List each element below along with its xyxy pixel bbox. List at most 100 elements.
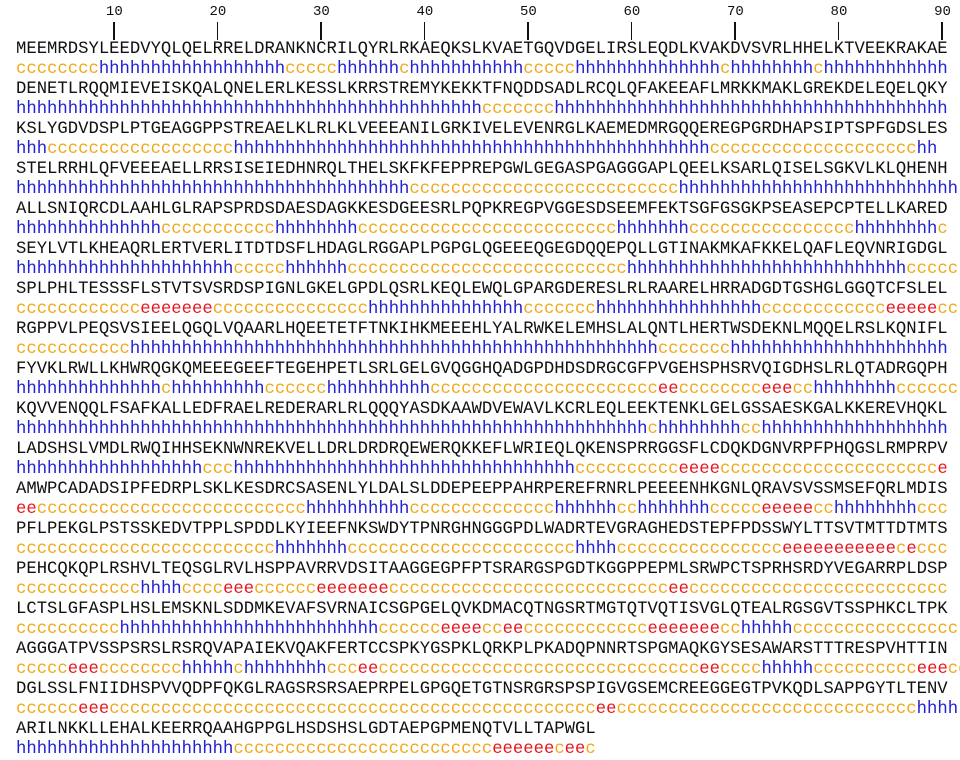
sequence-row: LCTSLGFASPLHSLEMSKNLSDDMKEVAFSVRNAICSGPG… (16, 600, 948, 619)
sequence-row: ARILNKKLLEHALKEERRQAAHGPPGLHSDSHSLGDTAEP… (16, 720, 596, 739)
ss-run-helix: hhhh (916, 700, 959, 719)
ruler-tick-label: 40 (416, 4, 434, 20)
ss-run-helix: hhhhhhhhhhhhhhhh (595, 300, 762, 319)
secondary-structure-row: hhhhhhhhhhhhhhchhhhhhhhhcccccchhhhhhhhhh… (16, 380, 960, 400)
ss-run-helix: hhhhhhhhhhhhhhhhhhhhhhhhhhhhhhhhhhhhhhhh… (233, 140, 710, 159)
sequence-row: LADSHSLVMDLRWQIHHSEKNWNREKVELLDRLDRDRQEW… (16, 440, 948, 459)
ruler-tick-mark (630, 22, 633, 40)
ss-run-coil: ccccc (709, 500, 762, 519)
ss-run-coil: ccccc (233, 260, 286, 279)
ss-run-helix: hhhhhh (554, 500, 617, 519)
ss-run-strand: eeeeeeeeeee (782, 540, 896, 559)
ss-run-coil: cccccccccccccccccccccccccccccccccccccccc… (109, 700, 596, 719)
ss-run-helix: hhhhhhhhhhhhhhhhhhhhh (16, 260, 234, 279)
ss-run-strand: eeeee (761, 500, 814, 519)
ss-run-strand: ee (657, 380, 679, 399)
ss-run-strand: ee (16, 500, 37, 519)
ss-run-helix: hhhhhhhhhhhh (823, 60, 948, 79)
ss-run-helix: hhhhhhhhhhhhhhhhhh (16, 460, 203, 479)
ss-run-coil: c (554, 740, 565, 759)
secondary-structure-row: eecccccccccccccccccccccccccchhhhhhhhhhcc… (16, 500, 960, 520)
ss-run-coil: cccccccc (98, 660, 182, 679)
ss-run-helix: hhh (16, 140, 48, 159)
sequence-row: MEEMRDSYLEEDVYQLQELRRELDRANKNCRILQYRLRKA… (16, 40, 948, 59)
ss-run-helix: hhhhhhhhhhhhhhhhhhhhhhhhhhhhhhhhhhhhhh (554, 100, 948, 119)
ss-run-strand: e (906, 540, 917, 559)
ss-run-strand: eeeeeee (316, 580, 389, 599)
ss-run-helix: hhhhhhh (637, 500, 710, 519)
ss-run-helix: hhhhhhhhhhh (409, 60, 524, 79)
ss-run-strand: eeeee (885, 300, 938, 319)
secondary-structure-row: hhhhhhhhhhhhhhccccccccccchhhhhhhhccccccc… (16, 220, 960, 240)
ss-run-helix: hhhhhhhhhhhhhhh (367, 300, 524, 319)
ss-run-strand: ee (595, 700, 617, 719)
ss-run-helix: hhhhhhhhhhhhhh (16, 220, 161, 239)
ruler-tick-mark (216, 22, 219, 40)
secondary-structure-row: hhhhhhhhhhhhhhhhhhhhhccccchhhhhhcccccccc… (16, 260, 960, 280)
ss-run-coil: ccccccccccccccccccccccccccc (347, 260, 627, 279)
ss-run-helix: hhhhhhhh (854, 220, 938, 239)
ss-run-coil: ccccc (16, 660, 68, 679)
ss-run-helix: hhhhhhhhhhhhhhhhhh (761, 420, 948, 439)
ss-run-coil: ccc (916, 540, 948, 559)
ss-run-coil: ccccccccccccccccccccccccccc (388, 580, 669, 599)
ss-run-helix: hhhhh (740, 620, 793, 639)
ss-run-coil: cccccccccc (575, 460, 679, 479)
ss-run-coil: cccc (720, 660, 762, 679)
ss-run-helix: hhhhhhhhhhhhhhhhhhhhhhhhhhh (678, 180, 959, 199)
ss-run-helix: hhhhhhhhh (171, 380, 265, 399)
ss-run-coil: c (937, 220, 948, 239)
ss-run-coil: c (895, 540, 907, 559)
ss-run-coil: c (399, 60, 410, 79)
ss-run-coil: cccccc (16, 700, 79, 719)
secondary-structure-row: cccccccccccceeeeeeeccccccccccccccchhhhhh… (16, 300, 960, 320)
ss-run-helix: hhhhhhhhhhhhhhhhhhhhhhhhhhhhhhhhhhhhhhhh… (129, 340, 658, 359)
ss-run-strand: eee (78, 700, 110, 719)
ss-run-coil: cccccccc (16, 60, 99, 79)
sequence-row: SPLPHLTESSSFLSTVTSVSRDSPIGNLGKELGPDLQSRL… (16, 280, 948, 299)
ruler-tick-mark (113, 22, 115, 40)
ss-run-strand: ee (502, 620, 524, 639)
ss-run-helix: hhhhhhhh (274, 220, 358, 239)
ss-run-coil: cc (740, 420, 762, 439)
ss-run-coil: cccccc (378, 620, 441, 639)
secondary-structure-row: hhhhhhhhhhhhhhhhhhhhhhhhhhhhhhhhhhhhhhhh… (16, 100, 960, 120)
ss-run-coil: c (813, 60, 824, 79)
secondary-structure-row: cccccccchhhhhhhhhhhhhhhhhhccccchhhhhhchh… (16, 60, 960, 80)
sequence-row: SEYLVTLKHEAQRLERTVERLITDTDSFLHDAGLRGGAPL… (16, 240, 948, 259)
ss-run-coil: cccccc (896, 380, 959, 399)
secondary-structure-row: ccccccccccccccccccccccccchhhhhhhcccccccc… (16, 540, 960, 560)
ss-run-coil: cccccccccccccccccccccc (347, 540, 576, 559)
ss-run-coil: c (233, 660, 244, 679)
ss-run-strand: eee (67, 660, 99, 679)
sequence-row: STELRRHLQFVEEEAELLRRSISEIEDHNRQLTHELSKFK… (16, 160, 948, 179)
ss-run-coil: cccccccccccc (16, 300, 141, 319)
ss-run-helix: hhhhhhhhhh (305, 500, 410, 519)
secondary-structure-row: cccccceeeccccccccccccccccccccccccccccccc… (16, 700, 960, 720)
ss-run-coil: c (160, 380, 172, 399)
ss-run-coil: cccccccccccccccc (616, 540, 783, 559)
secondary-structure-row: ccccccccccchhhhhhhhhhhhhhhhhhhhhhhhhhhhh… (16, 340, 960, 360)
ss-run-coil: ccc (326, 660, 358, 679)
ss-run-coil: cccccccccccccccccccc (709, 140, 917, 159)
ss-run-coil: cccccccccccccccccc (47, 140, 234, 159)
ss-run-helix: hhhhhhhhhhhhhhhhhhhhhhhhhhhhhhhhhhhhhhhh… (16, 100, 482, 119)
ss-run-coil: ccccc (285, 60, 337, 79)
secondary-structure-row: hhhcccccccccccccccccchhhhhhhhhhhhhhhhhhh… (16, 140, 960, 160)
ss-run-coil: ccccc (906, 260, 959, 279)
ss-run-helix: hhhhhhhhhhhhhhhhhhhhhhhhhhhhhhhhhhhhhh (16, 180, 410, 199)
ss-run-coil: ccccccccccccccc (212, 300, 368, 319)
sequence-row: PFLPEKGLPSTSSKEDVTPPLSPDDLKYIEEFNKSWDYTP… (16, 520, 948, 539)
ss-run-helix: hhhhh (181, 660, 234, 679)
ruler-tick-label: 30 (312, 4, 330, 20)
ss-run-helix: hhhhhhhhhhhhhhhhhhhhhhhhhhhhhhhhhhhhhhhh… (16, 420, 648, 439)
ss-run-coil: ccccccc (481, 100, 555, 119)
ss-run-strand: eeeeeee (647, 620, 721, 639)
ruler-tick-mark (734, 22, 736, 40)
secondary-structure-row: ccccceeecccccccchhhhhchhhhhhhhccceeccccc… (16, 660, 960, 680)
ss-run-coil: ccccccccccccccccccccccccc (357, 220, 617, 239)
ss-run-coil: cccccccccccccccccccccccccc (409, 180, 679, 199)
ss-run-helix: hhhhhhhhhhhhhh (16, 380, 161, 399)
ss-run-coil: cccccccccccccccc (792, 620, 959, 639)
position-ruler: 10 20 30 40 50 60 70 80 90 (16, 0, 951, 40)
